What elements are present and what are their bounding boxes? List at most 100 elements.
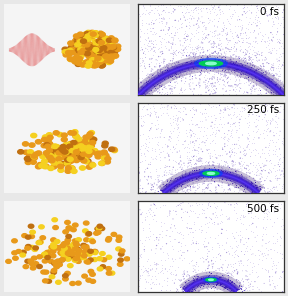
Circle shape <box>68 45 74 50</box>
Point <box>206 274 211 278</box>
Point <box>250 184 255 189</box>
Circle shape <box>60 155 67 159</box>
Point <box>275 9 280 14</box>
Point <box>266 47 271 52</box>
Point <box>242 46 247 51</box>
Point <box>168 208 172 213</box>
Point <box>205 186 210 191</box>
Point <box>176 202 180 207</box>
Point <box>226 75 231 80</box>
Point <box>188 138 193 143</box>
Point <box>138 183 142 187</box>
Point <box>216 71 221 76</box>
Circle shape <box>67 249 73 253</box>
Point <box>205 63 210 68</box>
Point <box>235 41 239 46</box>
Point <box>241 213 245 217</box>
Point <box>186 278 191 283</box>
Point <box>203 163 207 168</box>
Point <box>185 66 190 70</box>
Point <box>220 280 225 285</box>
Point <box>181 74 185 78</box>
Point <box>249 181 254 186</box>
Circle shape <box>81 38 87 43</box>
Point <box>260 79 265 83</box>
Point <box>204 271 209 275</box>
Point <box>138 210 143 215</box>
Point <box>259 67 263 71</box>
Point <box>241 73 246 77</box>
Point <box>177 129 181 134</box>
Circle shape <box>76 57 82 62</box>
Point <box>140 228 145 232</box>
Circle shape <box>61 148 67 152</box>
Point <box>278 52 283 57</box>
Point <box>146 44 151 48</box>
Point <box>229 62 233 66</box>
Point <box>238 281 242 286</box>
Point <box>185 150 190 155</box>
Circle shape <box>47 154 53 158</box>
Point <box>225 152 229 156</box>
Point <box>193 132 198 136</box>
Point <box>249 22 254 27</box>
Point <box>185 7 189 12</box>
Point <box>257 114 262 118</box>
Point <box>161 69 166 74</box>
Point <box>205 75 209 80</box>
Point <box>229 62 233 67</box>
Point <box>273 174 277 178</box>
Point <box>182 31 187 36</box>
Point <box>228 57 232 62</box>
Point <box>242 285 247 289</box>
Point <box>206 270 211 274</box>
Point <box>142 81 147 86</box>
Circle shape <box>118 258 123 262</box>
Circle shape <box>88 269 94 274</box>
Point <box>170 73 174 77</box>
Point <box>192 60 197 65</box>
Point <box>142 101 147 106</box>
Point <box>190 31 194 36</box>
Circle shape <box>108 42 114 47</box>
Point <box>227 252 231 257</box>
Point <box>238 182 243 187</box>
Point <box>171 36 176 40</box>
Point <box>183 36 187 41</box>
Point <box>239 169 243 174</box>
Point <box>235 74 240 78</box>
Circle shape <box>83 135 89 139</box>
Circle shape <box>53 131 59 135</box>
Point <box>176 126 180 131</box>
Point <box>167 184 172 189</box>
Point <box>187 204 192 208</box>
Point <box>187 261 192 266</box>
Point <box>234 170 239 174</box>
Point <box>185 283 190 288</box>
Point <box>203 222 207 227</box>
Point <box>263 156 268 161</box>
Point <box>253 253 257 258</box>
Point <box>228 72 232 77</box>
Point <box>210 168 215 173</box>
Point <box>278 176 282 181</box>
Point <box>152 84 157 89</box>
Point <box>171 117 175 121</box>
Point <box>214 51 219 56</box>
Point <box>191 164 195 169</box>
Point <box>147 12 151 16</box>
Point <box>234 54 238 58</box>
Point <box>197 54 202 59</box>
Point <box>157 83 162 88</box>
Circle shape <box>36 151 42 155</box>
Point <box>258 91 263 96</box>
Point <box>211 39 216 44</box>
Point <box>264 80 268 85</box>
Point <box>212 65 217 69</box>
Point <box>249 180 254 184</box>
Point <box>136 89 141 93</box>
Circle shape <box>96 151 103 155</box>
Point <box>226 216 231 221</box>
Point <box>232 92 237 97</box>
Point <box>251 20 255 25</box>
